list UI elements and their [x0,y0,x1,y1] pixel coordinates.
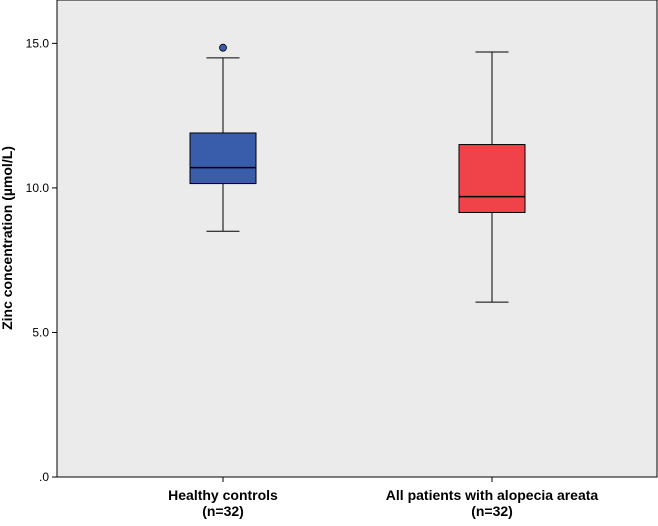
y-tick-label: 15.0 [26,36,50,50]
x-category-label: All patients with alopecia areata [386,487,599,503]
x-axis: Healthy controls(n=32)All patients with … [168,477,598,519]
x-category-label: Healthy controls [168,487,278,503]
outlier-point [219,43,227,52]
box-iqr [189,132,257,185]
x-category-sublabel: (n=32) [202,503,244,519]
y-axis-label: Zinc concentration (µmol/L) [0,146,15,330]
y-tick-label: 10.0 [26,181,50,195]
box-iqr [458,144,526,213]
y-tick-label: 5.0 [32,325,49,339]
plot-area [56,0,658,478]
x-category-sublabel: (n=32) [471,503,513,519]
y-axis: .0 5.0 10.0 15.0 [26,36,57,484]
boxes-group [189,43,526,303]
y-tick-label: .0 [39,470,49,484]
